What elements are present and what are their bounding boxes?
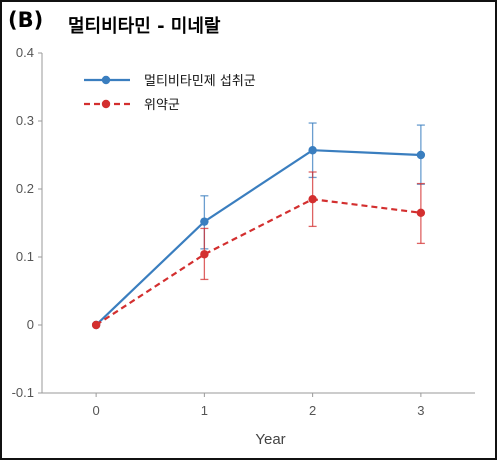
y-tick-label: 0.4 [16,45,34,60]
x-tick-label: 1 [201,403,208,418]
series-2 [91,171,426,330]
data-point [200,250,209,259]
data-point [308,195,317,204]
x-tick-label: 3 [417,403,424,418]
y-tick-label: 0.2 [16,181,34,196]
data-point [200,217,209,226]
series-layer [91,122,426,330]
series-line [95,198,422,326]
legend-label: 위약군 [144,98,180,113]
data-point [416,208,426,217]
y-tick-label: 0.1 [16,249,34,264]
chart-title: 멀티비타민 - 미네랄 [68,16,221,37]
series-1 [91,122,426,330]
data-point [416,150,426,160]
series-line [95,149,421,326]
data-point [91,320,101,330]
legend-marker [101,75,111,85]
x-axis-label: Year [255,431,285,448]
x-tick-label: 0 [93,403,100,418]
axes: -0.1 0 0.1 0.2 0.3 0.4 0 1 2 3 Year [12,45,475,448]
y-tick-label: -0.1 [12,385,34,400]
data-point [308,146,317,155]
x-tick-label: 2 [309,403,316,418]
y-tick-label: 0 [27,317,34,332]
y-tick-label: 0.3 [16,113,34,128]
legend-label: 멀티비타민제 섭취군 [144,74,256,89]
legend-marker [101,99,111,109]
panel-label: (B) [8,8,44,32]
